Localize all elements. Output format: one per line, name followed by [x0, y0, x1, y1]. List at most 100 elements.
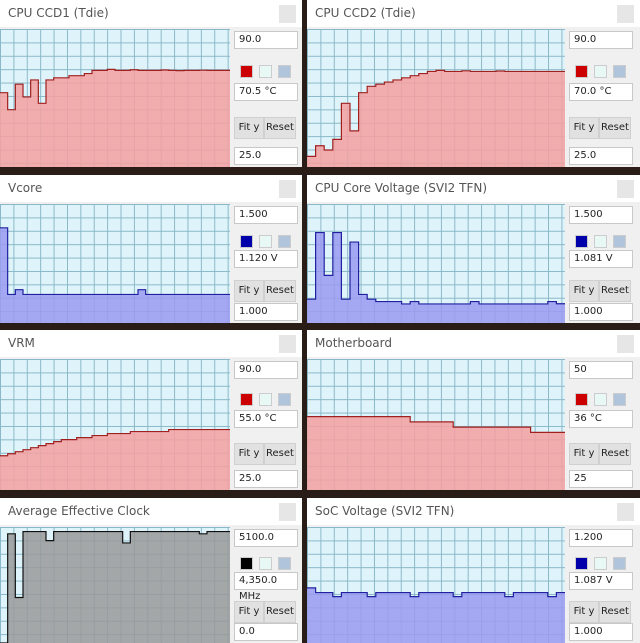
current-value: 4,350.0 MHz [234, 572, 298, 602]
max-value-field[interactable]: 1.200 [569, 529, 633, 547]
background-color-swatch[interactable] [259, 234, 272, 248]
grid-color-swatch[interactable] [278, 393, 291, 407]
title-bar[interactable]: Motherboard [307, 330, 640, 357]
line-color-swatch[interactable] [575, 557, 588, 571]
graph-area [307, 527, 565, 643]
line-color-swatch[interactable] [240, 234, 253, 248]
grid-color-swatch[interactable] [613, 557, 626, 571]
background-color-swatch[interactable] [594, 557, 607, 571]
background-color-swatch[interactable] [594, 393, 607, 407]
background-color-swatch[interactable] [594, 234, 607, 248]
graph-controls: 50 36 °C Fit y Reset 25 [567, 359, 635, 490]
close-button[interactable] [279, 503, 296, 521]
reset-button[interactable]: Reset [264, 442, 296, 465]
min-value-field[interactable]: 1.000 [569, 623, 633, 641]
reset-button[interactable]: Reset [264, 601, 296, 624]
graph-area [0, 527, 230, 643]
current-value: 55.0 °C [234, 410, 298, 429]
min-value-field[interactable]: 1.000 [234, 303, 298, 321]
background-color-swatch[interactable] [259, 393, 272, 407]
graph-controls: 90.0 70.5 °C Fit y Reset 25.0 [232, 29, 300, 167]
graph-plot [0, 530, 230, 643]
max-value-field[interactable]: 5100.0 [234, 529, 298, 547]
background-color-swatch[interactable] [259, 64, 272, 78]
grid-color-swatch[interactable] [613, 64, 626, 78]
reset-button[interactable]: Reset [599, 117, 631, 140]
title-bar[interactable]: CPU Core Voltage (SVI2 TFN) [307, 175, 640, 202]
reset-button[interactable]: Reset [599, 442, 631, 465]
max-value-field[interactable]: 1.500 [234, 206, 298, 224]
sensor-panel: CPU CCD1 (Tdie) 90.0 70.5 °C Fit y Reset… [0, 0, 302, 167]
close-button[interactable] [617, 5, 634, 23]
line-color-swatch[interactable] [240, 393, 253, 407]
current-value: 1.081 V [569, 250, 633, 269]
fit-y-button[interactable]: Fit y [234, 601, 264, 624]
series-area [307, 70, 565, 167]
graph-area [0, 359, 230, 490]
sensor-title: CPU Core Voltage (SVI2 TFN) [315, 181, 488, 195]
max-value-field[interactable]: 90.0 [569, 31, 633, 49]
close-button[interactable] [279, 335, 296, 353]
max-value-field[interactable]: 90.0 [234, 31, 298, 49]
background-color-swatch[interactable] [594, 64, 607, 78]
close-button[interactable] [617, 335, 634, 353]
current-value: 70.5 °C [234, 82, 298, 101]
graph-controls: 1.200 1.087 V Fit y Reset 1.000 [567, 527, 635, 643]
sensor-title: Vcore [8, 181, 43, 195]
reset-button[interactable]: Reset [264, 280, 296, 303]
grid-color-swatch[interactable] [278, 64, 291, 78]
close-button[interactable] [279, 5, 296, 23]
title-bar[interactable]: Average Effective Clock [0, 498, 302, 525]
graph-controls: 1.500 1.081 V Fit y Reset 1.000 [567, 204, 635, 323]
max-value-field[interactable]: 1.500 [569, 206, 633, 224]
graph-plot [307, 416, 565, 490]
series-line [0, 68, 230, 111]
sensor-title: Average Effective Clock [8, 504, 150, 518]
close-button[interactable] [617, 180, 634, 198]
grid-color-swatch[interactable] [613, 393, 626, 407]
max-value-field[interactable]: 90.0 [234, 361, 298, 379]
current-value: 36 °C [569, 410, 633, 429]
fit-y-button[interactable]: Fit y [569, 117, 599, 140]
graph-controls: 90.0 70.0 °C Fit y Reset 25.0 [567, 29, 635, 167]
fit-y-button[interactable]: Fit y [234, 280, 264, 303]
graph-plot [307, 587, 565, 643]
sensor-title: Motherboard [315, 336, 392, 350]
fit-y-button[interactable]: Fit y [569, 442, 599, 465]
fit-y-button[interactable]: Fit y [569, 280, 599, 303]
min-value-field[interactable]: 25 [569, 470, 633, 488]
reset-button[interactable]: Reset [599, 601, 631, 624]
title-bar[interactable]: CPU CCD1 (Tdie) [0, 0, 302, 27]
current-value: 70.0 °C [569, 82, 633, 101]
grid-color-swatch[interactable] [278, 234, 291, 248]
reset-button[interactable]: Reset [264, 117, 296, 140]
max-value-field[interactable]: 50 [569, 361, 633, 379]
min-value-field[interactable]: 1.000 [569, 303, 633, 321]
graph-plot [0, 428, 230, 490]
fit-y-button[interactable]: Fit y [569, 601, 599, 624]
line-color-swatch[interactable] [240, 64, 253, 78]
fit-y-button[interactable]: Fit y [234, 442, 264, 465]
min-value-field[interactable]: 25.0 [569, 147, 633, 165]
background-color-swatch[interactable] [259, 557, 272, 571]
min-value-field[interactable]: 25.0 [234, 470, 298, 488]
close-button[interactable] [617, 503, 634, 521]
line-color-swatch[interactable] [575, 234, 588, 248]
min-value-field[interactable]: 0.0 [234, 623, 298, 641]
grid-color-swatch[interactable] [613, 234, 626, 248]
reset-button[interactable]: Reset [599, 280, 631, 303]
fit-y-button[interactable]: Fit y [234, 117, 264, 140]
line-color-swatch[interactable] [575, 64, 588, 78]
title-bar[interactable]: CPU CCD2 (Tdie) [307, 0, 640, 27]
current-value: 1.120 V [234, 250, 298, 269]
title-bar[interactable]: SoC Voltage (SVI2 TFN) [307, 498, 640, 525]
min-value-field[interactable]: 25.0 [234, 147, 298, 165]
close-button[interactable] [279, 180, 296, 198]
series-line [0, 428, 230, 457]
grid-color-swatch[interactable] [278, 557, 291, 571]
line-color-swatch[interactable] [240, 557, 253, 571]
title-bar[interactable]: VRM [0, 330, 302, 357]
line-color-swatch[interactable] [575, 393, 588, 407]
graph-controls: 5100.0 4,350.0 MHz Fit y Reset 0.0 [232, 527, 300, 643]
title-bar[interactable]: Vcore [0, 175, 302, 202]
